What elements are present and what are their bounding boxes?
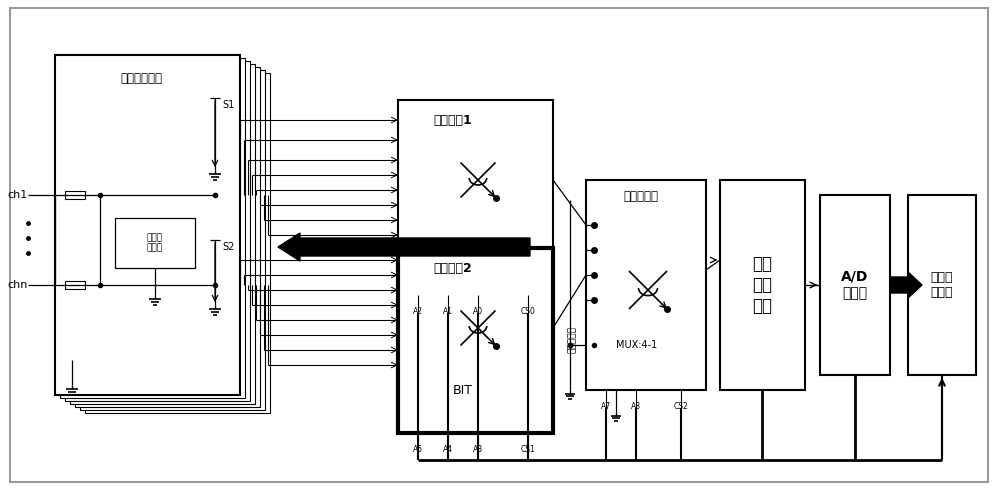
Bar xyxy=(820,195,890,375)
Bar xyxy=(908,195,976,375)
Text: CS1: CS1 xyxy=(521,445,535,454)
Bar xyxy=(398,248,553,433)
Bar xyxy=(398,100,553,295)
Bar xyxy=(80,70,265,410)
Text: A7: A7 xyxy=(601,402,611,411)
Text: A2: A2 xyxy=(413,307,423,316)
Text: chn: chn xyxy=(8,280,28,290)
Text: A1: A1 xyxy=(443,307,453,316)
Bar xyxy=(65,281,85,289)
Bar xyxy=(55,55,240,395)
Text: 四选一开关: 四选一开关 xyxy=(624,189,658,203)
Text: S1: S1 xyxy=(222,100,234,110)
Text: 闪电防
护单元: 闪电防 护单元 xyxy=(147,233,163,253)
Bar xyxy=(586,180,706,390)
Text: A0: A0 xyxy=(473,307,483,316)
Text: CS2: CS2 xyxy=(674,402,688,411)
Text: ch1: ch1 xyxy=(8,190,28,200)
Bar xyxy=(60,58,245,398)
Text: A3: A3 xyxy=(473,445,483,454)
Bar xyxy=(70,64,255,404)
Text: 电压基准源: 电压基准源 xyxy=(568,326,576,353)
Text: 信号配置单元: 信号配置单元 xyxy=(120,71,162,84)
Text: 采集: 采集 xyxy=(456,242,471,254)
Text: A5: A5 xyxy=(413,445,423,454)
Text: A/D
转换器: A/D 转换器 xyxy=(841,270,869,300)
Text: MUX:4-1: MUX:4-1 xyxy=(616,340,657,350)
Text: S2: S2 xyxy=(222,242,234,252)
FancyArrow shape xyxy=(890,272,922,298)
Text: 开关矩阵2: 开关矩阵2 xyxy=(434,261,472,275)
Text: 开关矩阵1: 开关矩阵1 xyxy=(434,113,472,127)
Text: A8: A8 xyxy=(631,402,641,411)
FancyArrow shape xyxy=(278,233,530,261)
Bar xyxy=(85,73,270,413)
Bar xyxy=(75,67,260,407)
Text: A4: A4 xyxy=(443,445,453,454)
Bar xyxy=(65,191,85,199)
Bar xyxy=(115,218,195,268)
Text: BIT: BIT xyxy=(453,384,473,396)
Bar xyxy=(65,61,250,401)
Text: CS0: CS0 xyxy=(521,307,535,316)
Text: 逻辑控
制单元: 逻辑控 制单元 xyxy=(931,271,953,299)
Bar xyxy=(720,180,805,390)
Text: 量程
配置
单元: 量程 配置 单元 xyxy=(752,255,772,315)
